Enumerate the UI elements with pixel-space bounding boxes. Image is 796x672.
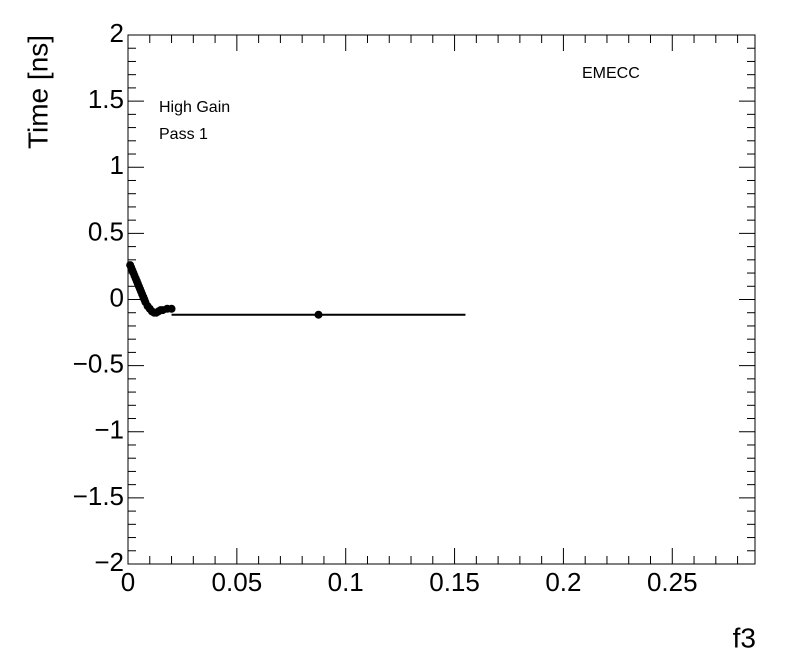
- x-tick-label: 0.2: [545, 567, 581, 597]
- annotation: EMECC: [582, 65, 640, 82]
- x-tick-label: 0.05: [212, 567, 263, 597]
- x-tick-label: 0.1: [328, 567, 364, 597]
- y-axis-title: Time [ns]: [22, 35, 53, 149]
- x-tick-label: 0.25: [647, 567, 698, 597]
- x-tick-label: 0.15: [429, 567, 480, 597]
- y-tick-label: 1: [110, 150, 124, 180]
- annotation: High Gain: [159, 99, 230, 116]
- annotation: Pass 1: [159, 126, 208, 143]
- x-tick-label: 0: [121, 567, 135, 597]
- y-tick-label: −1: [94, 415, 124, 445]
- point: [167, 304, 176, 313]
- point: [314, 310, 323, 319]
- y-tick-label: 1.5: [88, 84, 124, 114]
- y-tick-label: −1.5: [73, 481, 124, 511]
- y-tick-label: 2: [110, 18, 124, 48]
- y-tick-label: 0.5: [88, 216, 124, 246]
- x-axis-title: f3: [733, 622, 756, 653]
- y-tick-label: −2: [94, 547, 124, 577]
- y-tick-label: 0: [110, 282, 124, 312]
- y-tick-label: −0.5: [73, 349, 124, 379]
